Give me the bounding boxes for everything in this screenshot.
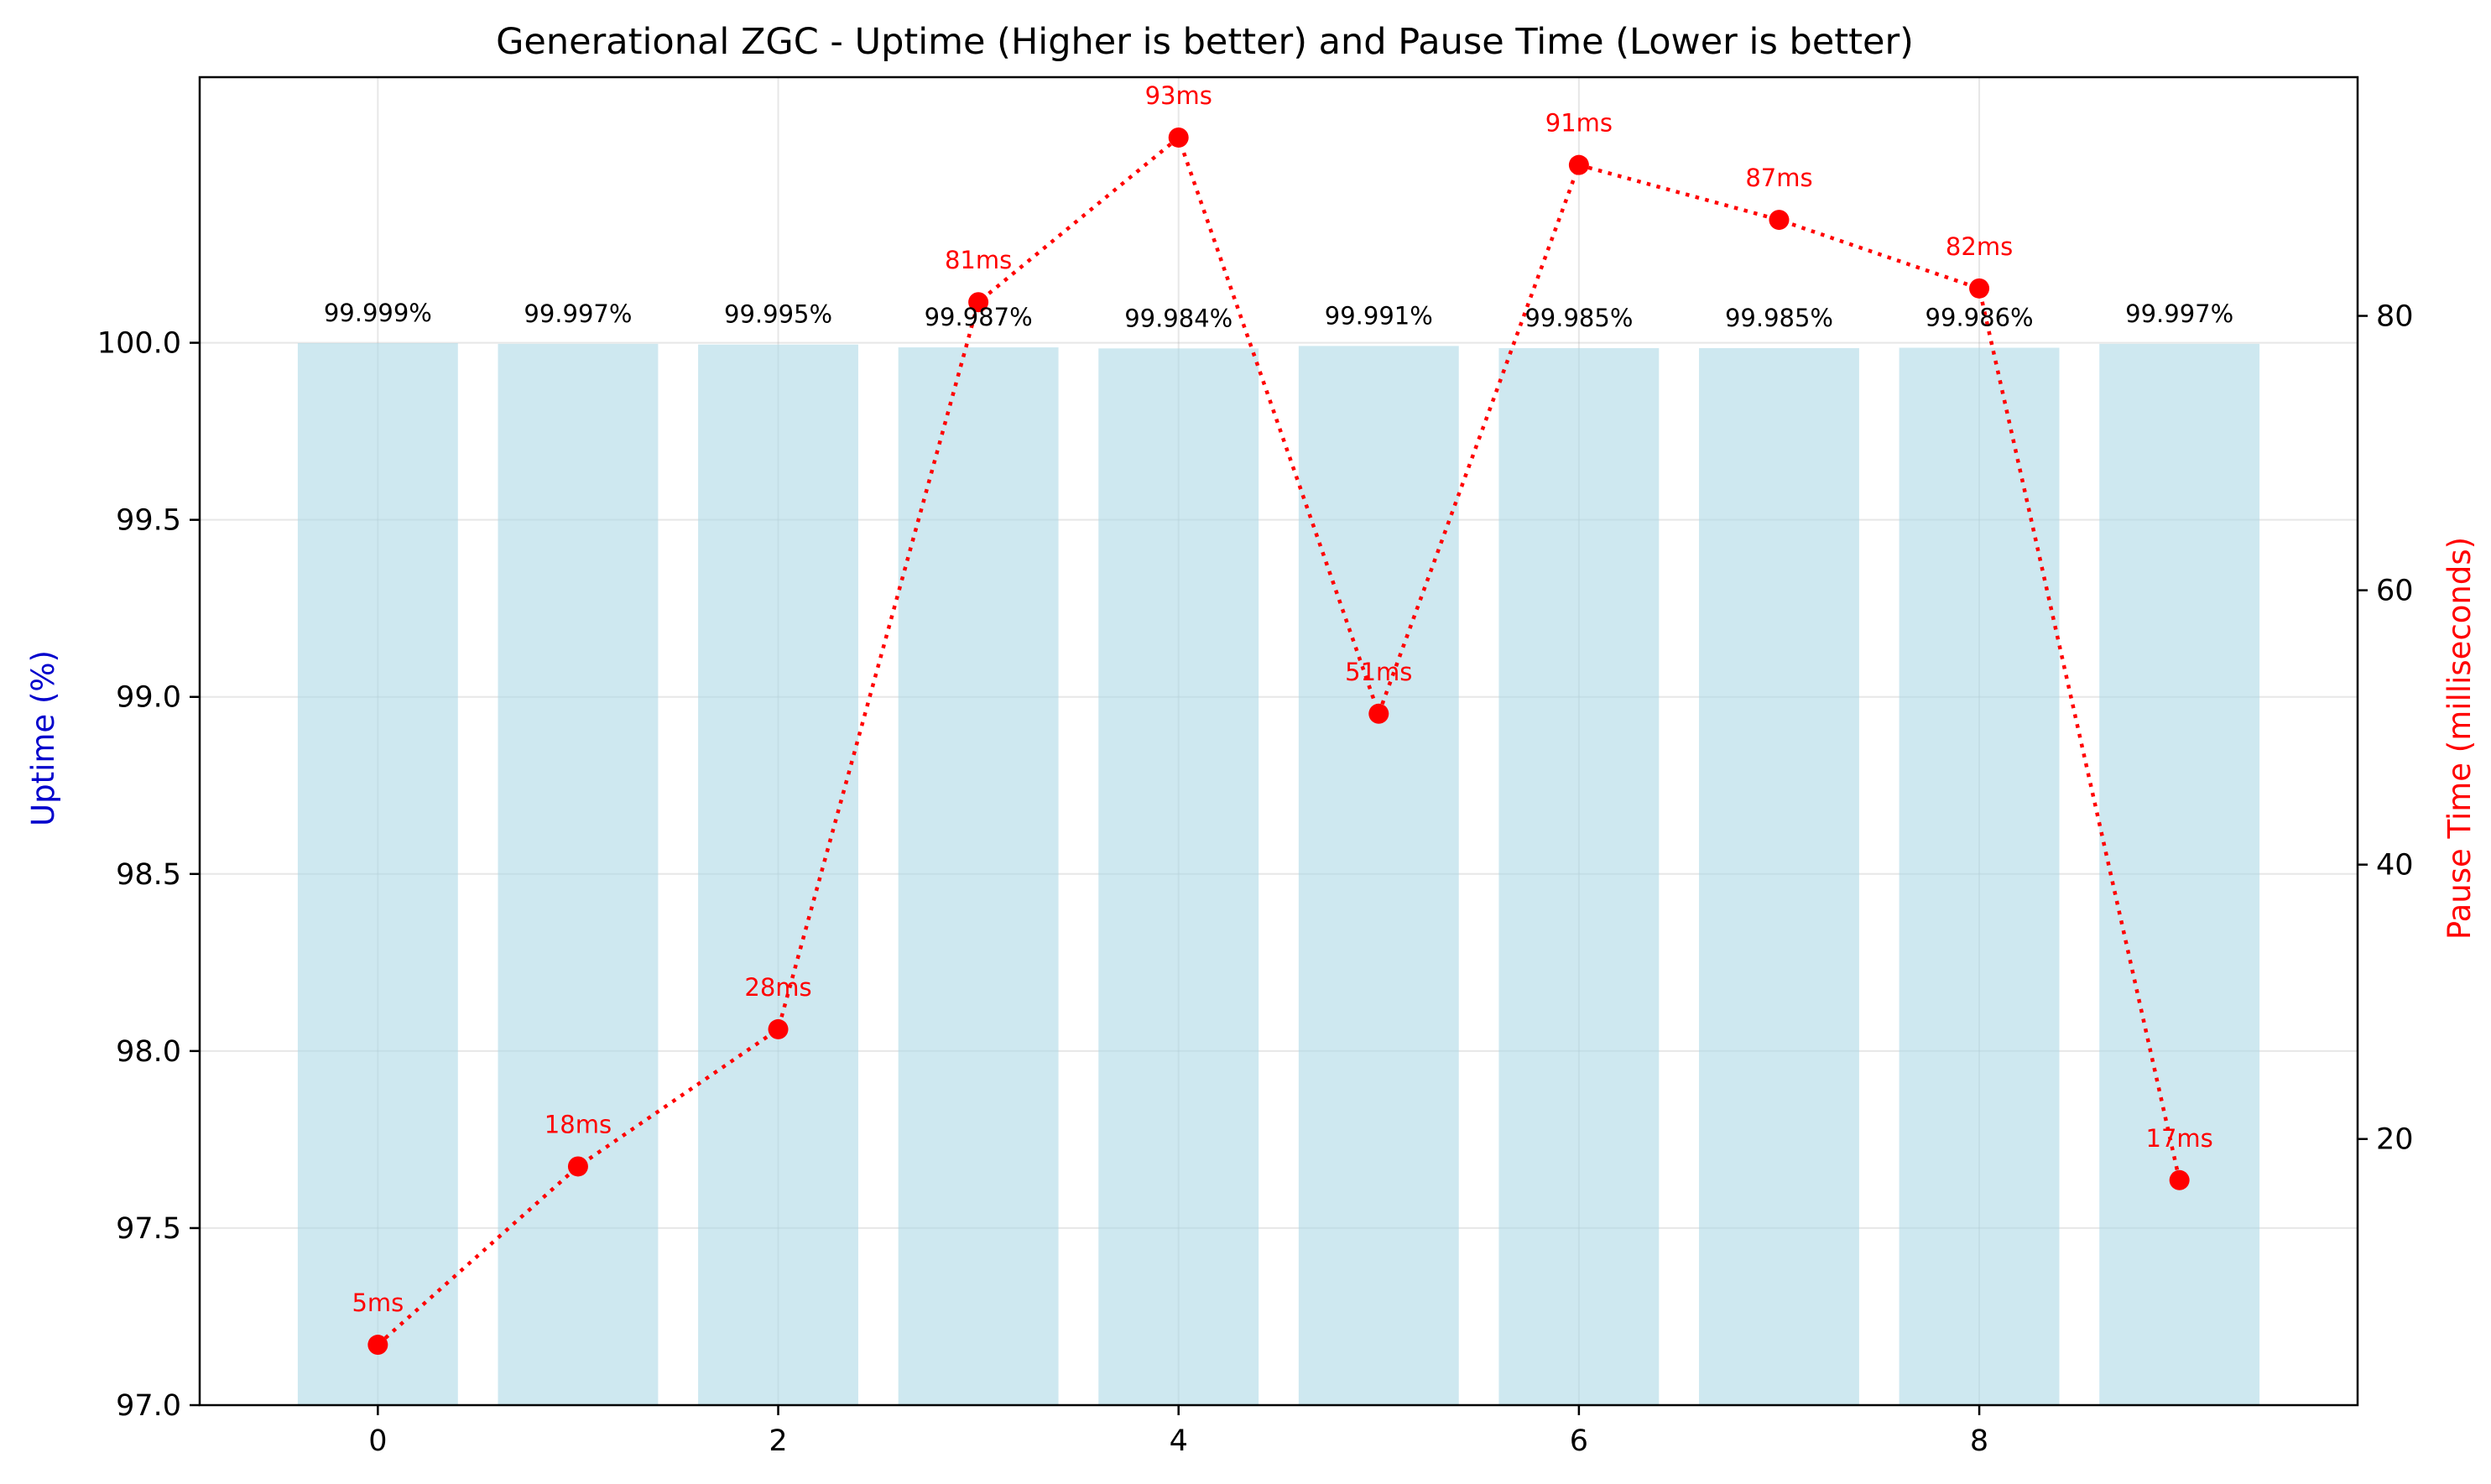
pause-time-value-label: 82ms bbox=[1946, 232, 2013, 261]
y-right-axis-title: Pause Time (milliseconds) bbox=[2441, 537, 2478, 940]
uptime-bar bbox=[2099, 343, 2260, 1405]
y-left-tick-label: 99.0 bbox=[116, 681, 181, 715]
pause-time-value-label: 18ms bbox=[545, 1110, 612, 1138]
y-left-tick-label: 97.5 bbox=[116, 1212, 181, 1246]
pause-time-point bbox=[567, 1156, 588, 1177]
pause-time-point bbox=[2169, 1169, 2190, 1190]
pause-time-value-label: 93ms bbox=[1145, 81, 1212, 110]
pause-time-point bbox=[1568, 154, 1589, 175]
uptime-bar bbox=[1098, 348, 1259, 1405]
y-left-tick-label: 98.0 bbox=[116, 1035, 181, 1069]
pause-time-value-label: 91ms bbox=[1545, 109, 1613, 138]
y-left-tick-label: 97.0 bbox=[116, 1389, 181, 1423]
uptime-value-label: 99.997% bbox=[2125, 299, 2233, 328]
uptime-bar bbox=[1498, 347, 1660, 1405]
pause-time-value-label: 28ms bbox=[744, 973, 811, 1002]
pause-time-value-label: 17ms bbox=[2146, 1124, 2213, 1153]
y-left-tick-label: 100.0 bbox=[97, 327, 181, 361]
pause-time-value-label: 87ms bbox=[1745, 164, 1812, 192]
uptime-bar bbox=[498, 343, 659, 1405]
pause-time-point bbox=[968, 292, 989, 313]
uptime-value-label: 99.985% bbox=[1725, 304, 1833, 332]
chart-title: Generational ZGC - Uptime (Higher is bet… bbox=[496, 21, 1914, 63]
uptime-value-label: 99.986% bbox=[1926, 304, 2034, 332]
pause-time-line bbox=[376, 134, 2181, 1346]
pause-time-value-label: 81ms bbox=[945, 246, 1012, 274]
uptime-bars bbox=[297, 343, 2260, 1406]
pause-time-point bbox=[1168, 127, 1189, 148]
y-right-tick-label: 40 bbox=[2376, 849, 2414, 883]
uptime-value-label: 99.995% bbox=[724, 300, 832, 329]
uptime-bar bbox=[1298, 346, 1459, 1406]
pause-time-point bbox=[768, 1018, 789, 1039]
uptime-value-label: 99.985% bbox=[1524, 304, 1633, 332]
y-right-tick-label: 60 bbox=[2376, 575, 2414, 608]
axes bbox=[190, 76, 2368, 1415]
pause-time-point bbox=[1368, 703, 1389, 724]
pause-time-point bbox=[367, 1335, 388, 1356]
x-tick-label: 6 bbox=[1570, 1424, 1588, 1458]
y-left-axis-title: Uptime (%) bbox=[25, 650, 61, 826]
y-left-tick-label: 99.5 bbox=[116, 504, 181, 538]
uptime-bar bbox=[1899, 347, 2060, 1405]
plot-frame bbox=[198, 76, 2359, 1407]
pause-time-point bbox=[1969, 278, 1990, 299]
y-left-tick-label: 98.5 bbox=[116, 858, 181, 892]
pause-time-value-label: 5ms bbox=[352, 1289, 404, 1317]
uptime-value-label: 99.997% bbox=[524, 299, 632, 328]
uptime-value-label: 99.999% bbox=[324, 299, 432, 327]
pause-time-point bbox=[1769, 210, 1790, 231]
tick-labels: 0 2 4 6 8 97.0 97.5 98.0 98.5 99.0 99.5 100.0 20 40 60… bbox=[97, 300, 2414, 1458]
pause-time-value-label: 51ms bbox=[1345, 658, 1412, 686]
uptime-value-label: 99.987% bbox=[925, 303, 1033, 331]
uptime-bar bbox=[297, 343, 458, 1406]
uptime-value-label: 99.984% bbox=[1124, 304, 1232, 332]
x-tick-label: 2 bbox=[769, 1424, 787, 1458]
x-tick-label: 4 bbox=[1170, 1424, 1188, 1458]
uptime-bar bbox=[898, 347, 1059, 1405]
y-right-tick-label: 80 bbox=[2376, 300, 2414, 334]
uptime-value-label: 99.991% bbox=[1325, 301, 1433, 330]
x-tick-label: 0 bbox=[368, 1424, 387, 1458]
uptime-bar bbox=[698, 344, 858, 1405]
pause-time-series bbox=[367, 127, 2190, 1356]
data-labels: 99.999% 99.997% 99.995% 99.987% 99.984% 99.99… bbox=[324, 81, 2233, 1317]
x-tick-label: 8 bbox=[1970, 1424, 1988, 1458]
uptime-bar bbox=[1699, 347, 1859, 1405]
y-right-tick-label: 20 bbox=[2376, 1123, 2414, 1157]
